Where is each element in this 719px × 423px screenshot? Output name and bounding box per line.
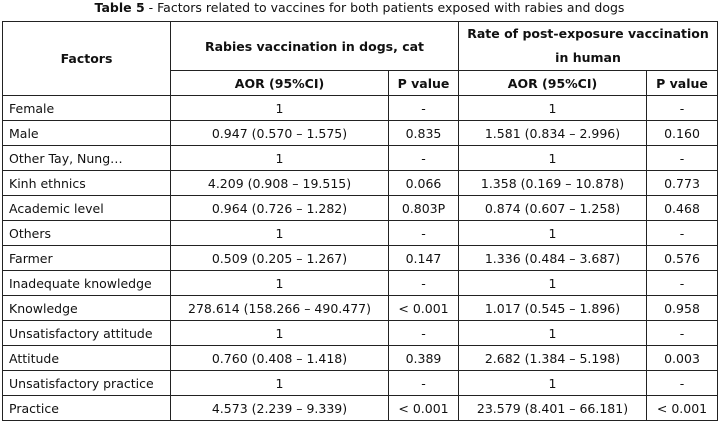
table-row: Practice 4.573 (2.239 – 9.339) < 0.001 23.5… xyxy=(2,395,719,421)
value-cell: - xyxy=(645,95,719,121)
value-cell: - xyxy=(645,270,719,296)
table-row: Others 1-1- xyxy=(2,220,719,246)
value-cell: 1 xyxy=(170,145,389,171)
table-row: Male 0.947 (0.570 – 1.575) 0.835 1.581 (0.8… xyxy=(2,120,719,146)
factor-cell: Kinh ethnics xyxy=(2,170,171,196)
value-cell: 1 xyxy=(170,370,389,396)
value-cell: 1 xyxy=(458,220,647,246)
value-cell: - xyxy=(388,270,459,296)
value-cell: 0.160 xyxy=(645,120,719,146)
value-cell: < 0.001 xyxy=(388,395,459,421)
factor-cell: Practice xyxy=(2,395,171,421)
caption: Table 5 - Factors related to vaccines fo… xyxy=(0,0,719,16)
table-row: Unsatisfactory attitude 1-1- xyxy=(2,320,719,346)
subheader-cell: P value xyxy=(645,70,719,96)
factor-cell: Unsatisfactory attitude xyxy=(2,320,171,346)
value-cell: 1 xyxy=(458,370,647,396)
factor-cell: Others xyxy=(2,220,171,246)
value-cell: 1 xyxy=(458,95,647,121)
value-cell: - xyxy=(645,220,719,246)
value-cell: 1 xyxy=(458,145,647,171)
factor-cell: Knowledge xyxy=(2,295,171,321)
value-cell: - xyxy=(388,370,459,396)
value-cell: 0.468 xyxy=(645,195,719,221)
value-cell: 1.581 (0.834 – 2.996) xyxy=(458,120,647,146)
table-row: Attitude 0.760 (0.408 – 1.418) 0.389 2.682 … xyxy=(2,345,719,371)
table-row: Knowledge 278.614 (158.266 – 490.477) < 0.… xyxy=(2,295,719,321)
value-cell: 1 xyxy=(458,320,647,346)
value-cell: 1.336 (0.484 – 3.687) xyxy=(458,245,647,271)
value-cell: 0.003 xyxy=(645,345,719,371)
header-row: Factors Rabies vaccination in dogs, cat … xyxy=(2,21,719,96)
value-cell: - xyxy=(388,220,459,246)
table-body: Female 1-1- Male 0.947 (0.570 – 1.575) 0.835… xyxy=(2,95,719,421)
value-cell: 1.358 (0.169 – 10.878) xyxy=(458,170,647,196)
value-cell: - xyxy=(388,95,459,121)
value-cell: 4.209 (0.908 – 19.515) xyxy=(170,170,389,196)
value-cell: 0.509 (0.205 – 1.267) xyxy=(170,245,389,271)
table-row: Other Tay, Nung… 1-1- xyxy=(2,145,719,171)
factor-cell: Other Tay, Nung… xyxy=(2,145,171,171)
value-cell: - xyxy=(388,320,459,346)
header-cell: Rate of post-exposure vaccination in hum… xyxy=(457,21,719,71)
factor-cell: Academic level xyxy=(2,195,171,221)
value-cell: 0.958 xyxy=(645,295,719,321)
value-cell: 2.682 (1.384 – 5.198) xyxy=(458,345,647,371)
table-row: Inadequate knowledge 1-1- xyxy=(2,270,719,296)
factor-cell: Farmer xyxy=(2,245,171,271)
value-cell: - xyxy=(388,145,459,171)
value-cell: 1 xyxy=(458,270,647,296)
header-cell: Factors xyxy=(2,21,171,96)
factor-cell: Female xyxy=(2,95,171,121)
subheader-row: AOR (95%CI) P value AOR (95%CI) P value xyxy=(3,70,719,96)
header-cell: Rabies vaccination in dogs, cat xyxy=(170,21,459,71)
table-row: Academic level 0.964 (0.726 – 1.282) 0.803… xyxy=(2,195,719,221)
subheader-cell: AOR (95%CI) xyxy=(458,70,647,96)
value-cell: 1 xyxy=(170,220,389,246)
value-cell: - xyxy=(645,320,719,346)
subheader-cell: AOR (95%CI) xyxy=(170,70,389,96)
factor-cell: Male xyxy=(2,120,171,146)
table-row: Female 1-1- xyxy=(2,95,719,121)
value-cell: 0.147 xyxy=(388,245,459,271)
value-cell: 0.964 (0.726 – 1.282) xyxy=(170,195,389,221)
value-cell: 0.773 xyxy=(645,170,719,196)
table-row: Kinh ethnics 4.209 (0.908 – 19.515) 0.066 1… xyxy=(2,170,719,196)
value-cell: 23.579 (8.401 – 66.181) xyxy=(458,395,647,421)
value-cell: 0.947 (0.570 – 1.575) xyxy=(170,120,389,146)
value-cell: 0.389 xyxy=(388,345,459,371)
value-cell: 0.803P xyxy=(388,195,459,221)
value-cell: 0.760 (0.408 – 1.418) xyxy=(170,345,389,371)
value-cell: 0.066 xyxy=(388,170,459,196)
value-cell: - xyxy=(645,370,719,396)
table: Factors Rabies vaccination in dogs, cat … xyxy=(2,21,719,421)
value-cell: 278.614 (158.266 – 490.477) xyxy=(170,295,389,321)
factor-cell: Unsatisfactory practice xyxy=(2,370,171,396)
value-cell: 1 xyxy=(170,320,389,346)
table-row: Farmer 0.509 (0.205 – 1.267) 0.147 1.336 (0… xyxy=(2,245,719,271)
caption-text: - Factors related to vaccines for both p… xyxy=(148,0,625,15)
value-cell: 0.874 (0.607 – 1.258) xyxy=(458,195,647,221)
value-cell: 1 xyxy=(170,270,389,296)
factor-cell: Attitude xyxy=(2,345,171,371)
value-cell: < 0.001 xyxy=(388,295,459,321)
value-cell: 0.576 xyxy=(645,245,719,271)
value-cell: 1.017 (0.545 – 1.896) xyxy=(458,295,647,321)
factor-cell: Inadequate knowledge xyxy=(2,270,171,296)
table-row: Unsatisfactory practice 1-1- xyxy=(2,370,719,396)
value-cell: 4.573 (2.239 – 9.339) xyxy=(170,395,389,421)
value-cell: 0.835 xyxy=(388,120,459,146)
table-head: Factors Rabies vaccination in dogs, cat … xyxy=(2,21,719,96)
value-cell: 1 xyxy=(170,95,389,121)
subheader-cell: P value xyxy=(388,70,459,96)
value-cell: - xyxy=(645,145,719,171)
caption-label: Table 5 xyxy=(94,0,145,15)
value-cell: < 0.001 xyxy=(645,395,719,421)
